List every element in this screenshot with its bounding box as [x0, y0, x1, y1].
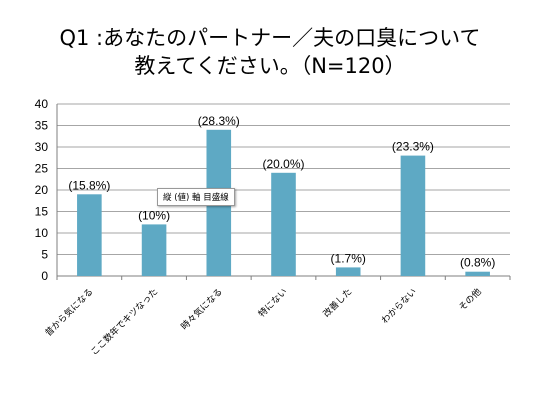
- x-category-label: 特にない: [256, 286, 290, 320]
- x-category-label: その他: [456, 286, 484, 314]
- chart-title-line-2: 教えてください。（N=120）: [134, 54, 406, 78]
- bar-data-label: (20.0%): [262, 157, 304, 171]
- y-tick-label: 20: [35, 183, 49, 197]
- bar-data-label: (10%): [138, 208, 170, 222]
- bar: [465, 271, 490, 276]
- bar: [141, 224, 167, 276]
- bar: [400, 155, 426, 276]
- y-tick-label: 30: [35, 140, 49, 154]
- y-tick-label: 5: [41, 248, 48, 262]
- x-category-label: ここ数年でキツなった: [88, 286, 160, 358]
- bar-data-label: (0.8%): [460, 256, 495, 270]
- bar-data-label: (23.3%): [392, 140, 434, 154]
- bar-data-label: (15.8%): [68, 178, 110, 192]
- x-category-label: 昔から気になる: [42, 286, 95, 339]
- bar-data-label: (28.3%): [198, 114, 240, 128]
- y-tick-label: 10: [35, 226, 49, 240]
- y-tick-label: 35: [35, 119, 49, 133]
- y-tick-label: 40: [35, 97, 49, 111]
- bar: [335, 267, 361, 276]
- gridline-tooltip: 縦 (値) 軸 目盛線: [157, 188, 235, 206]
- x-category-label: 改善した: [320, 286, 354, 320]
- bar-data-label: (1.7%): [331, 251, 366, 265]
- x-category-label: わからない: [379, 286, 419, 326]
- x-category-label: 時々気になる: [178, 286, 225, 333]
- chart-title-line-1: Q1 :あなたのパートナー／夫の口臭について: [59, 26, 481, 50]
- y-tick-label: 25: [35, 162, 49, 176]
- y-tick-label: 15: [35, 205, 49, 219]
- y-tick-label: 0: [41, 269, 48, 283]
- bar: [77, 194, 102, 276]
- bar: [271, 172, 296, 276]
